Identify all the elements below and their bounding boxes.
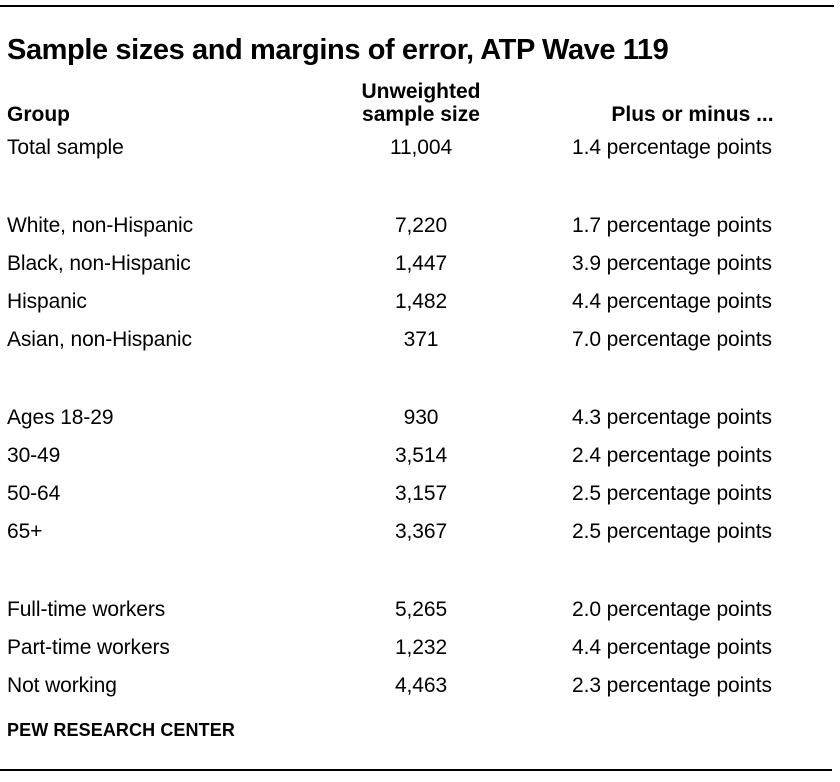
row-margin-of-error: 2.5 percentage points — [572, 482, 772, 505]
top-rule — [0, 5, 834, 7]
bottom-rule — [0, 769, 832, 771]
row-margin-of-error: 1.4 percentage points — [572, 136, 772, 159]
table-row: Not working 4,463 2.3 percentage points — [7, 667, 833, 705]
row-margin-of-error: 2.4 percentage points — [572, 444, 772, 467]
group-spacer — [7, 167, 833, 207]
row-margin-of-error: 4.4 percentage points — [572, 636, 772, 659]
row-sample-size: 3,157 — [394, 482, 448, 505]
row-sample-size: 930 — [403, 406, 439, 429]
row-sample-size: 1,232 — [394, 636, 448, 659]
table-row: 50-64 3,157 2.5 percentage points — [7, 475, 833, 513]
table-header-row: Group Unweighted sample size Plus or min… — [7, 80, 833, 126]
row-group-label: Ages 18-29 — [7, 406, 114, 429]
row-sample-size: 371 — [403, 328, 439, 351]
column-header-group: Group — [7, 103, 70, 126]
row-group-label: Total sample — [7, 136, 124, 159]
table-row: Full-time workers 5,265 2.0 percentage poi… — [7, 591, 833, 629]
row-margin-of-error: 2.3 percentage points — [572, 674, 772, 697]
table-row: 65+ 3,367 2.5 percentage points — [7, 513, 833, 551]
column-header-margin: Plus or minus ... — [611, 103, 774, 126]
row-sample-size: 7,220 — [394, 214, 448, 237]
row-group-label: 65+ — [7, 520, 43, 543]
table-body: Total sample 11,004 1.4 percentage points W… — [7, 129, 833, 705]
row-margin-of-error: 7.0 percentage points — [572, 328, 772, 351]
row-group-label: White, non-Hispanic — [7, 214, 194, 237]
table-row: White, non-Hispanic 7,220 1.7 percentage p… — [7, 207, 833, 245]
column-header-sample-size-line2: sample size — [362, 103, 480, 126]
row-sample-size: 1,447 — [394, 252, 448, 275]
row-margin-of-error: 3.9 percentage points — [572, 252, 772, 275]
row-margin-of-error: 4.4 percentage points — [572, 290, 772, 313]
row-group-label: Not working — [7, 674, 117, 697]
row-group-label: Part-time workers — [7, 636, 170, 659]
column-header-sample-size-line1: Unweighted — [361, 80, 481, 103]
row-group-label: Hispanic — [7, 290, 87, 313]
column-header-sample-size: Unweighted sample size — [340, 80, 502, 126]
row-margin-of-error: 2.0 percentage points — [572, 598, 772, 621]
row-sample-size: 3,367 — [394, 520, 448, 543]
row-group-label: Full-time workers — [7, 598, 166, 621]
row-sample-size: 4,463 — [394, 674, 448, 697]
table-row: Part-time workers 1,232 4.4 percentage poi… — [7, 629, 833, 667]
row-group-label: Black, non-Hispanic — [7, 252, 191, 275]
table-row: Hispanic 1,482 4.4 percentage points — [7, 283, 833, 321]
table-row: Asian, non-Hispanic 371 7.0 percentage poi… — [7, 321, 833, 359]
group-spacer — [7, 359, 833, 399]
row-margin-of-error: 1.7 percentage points — [572, 214, 772, 237]
source-attribution: PEW RESEARCH CENTER — [7, 720, 235, 740]
table-row: Ages 18-29 930 4.3 percentage points — [7, 399, 833, 437]
table-row: Total sample 11,004 1.4 percentage points — [7, 129, 833, 167]
page-title: Sample sizes and margins of error, ATP W… — [7, 34, 669, 66]
row-sample-size: 11,004 — [389, 136, 453, 159]
row-sample-size: 5,265 — [394, 598, 448, 621]
row-group-label: Asian, non-Hispanic — [7, 328, 192, 351]
row-group-label: 30-49 — [7, 444, 61, 467]
group-spacer — [7, 551, 833, 591]
row-margin-of-error: 4.3 percentage points — [572, 406, 772, 429]
row-sample-size: 3,514 — [394, 444, 448, 467]
table-row: 30-49 3,514 2.4 percentage points — [7, 437, 833, 475]
row-group-label: 50-64 — [7, 482, 61, 505]
row-margin-of-error: 2.5 percentage points — [572, 520, 772, 543]
row-sample-size: 1,482 — [394, 290, 448, 313]
table-row: Black, non-Hispanic 1,447 3.9 percentage p… — [7, 245, 833, 283]
